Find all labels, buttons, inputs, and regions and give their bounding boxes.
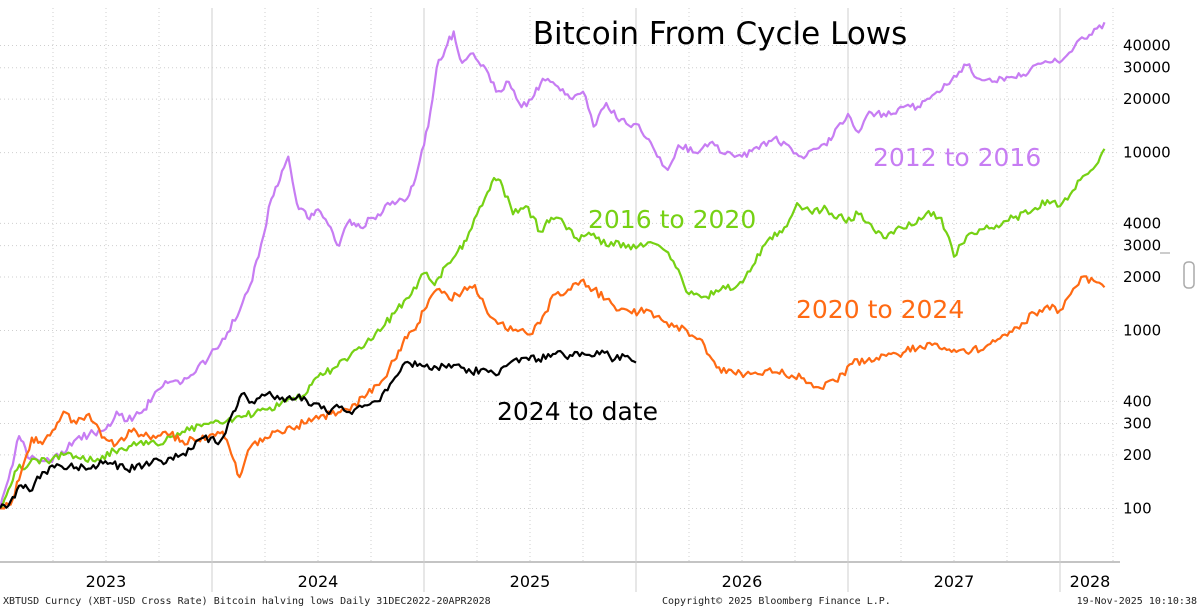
x-tick-label: 2023 bbox=[86, 572, 127, 591]
y-tick-label: 200 bbox=[1123, 446, 1152, 464]
footer-right: 19-Nov-2025 10:10:38 bbox=[1077, 596, 1197, 607]
y-tick-label: 100 bbox=[1123, 499, 1152, 517]
y-tick-label: 4000 bbox=[1123, 214, 1161, 232]
y-tick-label: 1000 bbox=[1123, 322, 1161, 340]
grid-lines bbox=[0, 8, 1120, 592]
series-label-2: 2020 to 2024 bbox=[796, 295, 964, 324]
axis-handle-icon bbox=[1160, 252, 1195, 289]
y-tick-label: 10000 bbox=[1123, 144, 1171, 162]
series-lines bbox=[0, 21, 1106, 510]
y-tick-label: 30000 bbox=[1123, 59, 1171, 77]
series-line-1 bbox=[0, 148, 1106, 510]
x-tick-label: 2024 bbox=[298, 572, 339, 591]
footer-center: Copyright© 2025 Bloomberg Finance L.P. bbox=[662, 596, 891, 607]
footer-left: XBTUSD Curncy (XBT-USD Cross Rate) Bitco… bbox=[3, 596, 491, 607]
y-tick-label: 400 bbox=[1123, 392, 1152, 410]
y-tick-label: 300 bbox=[1123, 415, 1152, 433]
x-tick-label: 2025 bbox=[510, 572, 551, 591]
x-tick-label: 2028 bbox=[1070, 572, 1111, 591]
x-tick-label: 2027 bbox=[934, 572, 975, 591]
series-label-0: 2012 to 2016 bbox=[873, 143, 1041, 172]
chart-title: Bitcoin From Cycle Lows bbox=[533, 16, 908, 52]
x-tick-label: 2026 bbox=[722, 572, 763, 591]
y-tick-label: 2000 bbox=[1123, 268, 1161, 286]
y-tick-label: 3000 bbox=[1123, 237, 1161, 255]
x-axis-labels: 2023 2024 2025 2026 2027 2028 bbox=[86, 572, 1111, 591]
series-line-3 bbox=[0, 349, 637, 509]
series-label-3: 2024 to date bbox=[497, 397, 658, 426]
y-tick-label: 20000 bbox=[1123, 90, 1171, 108]
y-axis-labels: 100 200 300 400 1000 2000 3000 4000 10000 20000 30… bbox=[1123, 37, 1171, 518]
y-tick-label: 40000 bbox=[1123, 37, 1171, 55]
series-line-2 bbox=[0, 275, 1106, 510]
series-labels: 2012 to 2016 2016 to 2020 2020 to 2024 2024… bbox=[497, 143, 1041, 426]
series-label-1: 2016 to 2020 bbox=[588, 205, 756, 234]
series-line-0 bbox=[0, 21, 1106, 509]
